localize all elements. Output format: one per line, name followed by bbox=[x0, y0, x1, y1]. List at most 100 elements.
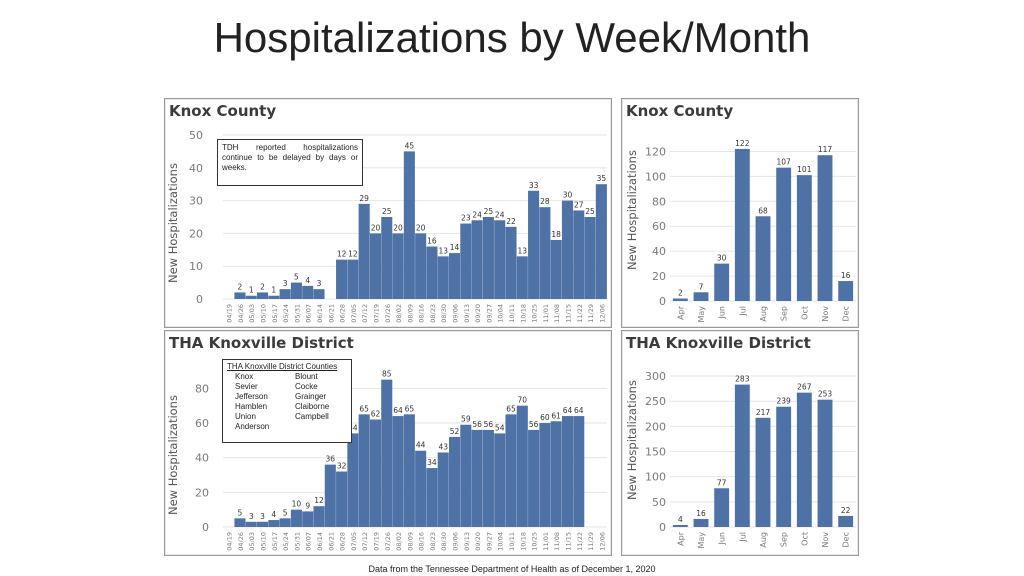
bar bbox=[817, 155, 833, 301]
county-item: Blount bbox=[295, 372, 318, 381]
y-tick-label: 20 bbox=[652, 270, 666, 283]
data-label: 70 bbox=[518, 396, 528, 405]
x-tick-label: 08/23 bbox=[429, 304, 437, 323]
data-label: 36 bbox=[326, 455, 336, 464]
counties-heading: THA Knoxville District Counties bbox=[227, 362, 338, 371]
x-tick-label: 09/06 bbox=[452, 532, 460, 551]
bar bbox=[245, 521, 257, 527]
x-tick-label: 09/13 bbox=[463, 532, 471, 551]
county-item: Campbell bbox=[295, 412, 329, 421]
data-label: 13 bbox=[518, 246, 528, 255]
x-tick-label: 06/14 bbox=[316, 304, 324, 323]
data-label: 253 bbox=[818, 390, 833, 399]
x-tick-label: 08/16 bbox=[418, 532, 426, 551]
data-label: 35 bbox=[597, 174, 607, 183]
x-tick-label: 06/21 bbox=[327, 304, 335, 323]
bar bbox=[358, 203, 370, 299]
data-label: 217 bbox=[756, 408, 771, 417]
data-label: 64 bbox=[393, 406, 403, 415]
data-label: 33 bbox=[529, 181, 539, 190]
x-tick-label: Nov bbox=[821, 306, 830, 322]
x-tick-label: Jun bbox=[718, 532, 727, 546]
x-tick-label: 07/26 bbox=[384, 532, 392, 551]
bar bbox=[460, 424, 472, 527]
data-label: 5 bbox=[283, 508, 288, 517]
y-tick-label: 50 bbox=[189, 129, 203, 142]
data-label: 64 bbox=[574, 406, 584, 415]
data-label: 23 bbox=[461, 214, 471, 223]
bar bbox=[516, 256, 528, 299]
bar bbox=[494, 220, 506, 299]
county-item: Union bbox=[235, 412, 256, 421]
y-tick-label: 80 bbox=[195, 382, 209, 395]
x-tick-label: 04/26 bbox=[237, 532, 245, 551]
tha-monthly-chart: 0 50 100 150 200 250 300 4 Apr 16 May 77 Jun 283 Jul 21… bbox=[645, 370, 856, 549]
x-tick-label: Jul bbox=[738, 306, 747, 317]
bar bbox=[268, 520, 280, 527]
data-label: 30 bbox=[563, 191, 573, 200]
data-label: 60 bbox=[540, 413, 550, 422]
x-tick-label: 10/25 bbox=[531, 532, 539, 551]
bar bbox=[471, 429, 483, 527]
data-label: 1 bbox=[249, 286, 254, 295]
y-tick-label: 80 bbox=[652, 195, 666, 208]
data-label: 77 bbox=[717, 478, 727, 487]
y-tick-label: 300 bbox=[645, 370, 666, 383]
data-label: 65 bbox=[506, 404, 516, 413]
x-tick-label: 06/28 bbox=[339, 304, 347, 323]
x-tick-label: 08/09 bbox=[406, 532, 414, 551]
data-label: 22 bbox=[506, 217, 516, 226]
x-tick-label: 05/10 bbox=[260, 304, 268, 323]
bar bbox=[381, 379, 393, 527]
x-tick-label: 06/28 bbox=[339, 532, 347, 551]
bar bbox=[234, 292, 246, 299]
bar bbox=[482, 217, 494, 299]
data-label: 5 bbox=[238, 508, 243, 517]
bar bbox=[482, 429, 494, 527]
knox-monthly-panel: Knox County New Hospitalizations 0 20 40 60… bbox=[621, 98, 859, 328]
data-label: 14 bbox=[450, 243, 460, 252]
bar bbox=[550, 421, 562, 527]
data-label: 64 bbox=[563, 406, 573, 415]
county-item: Cocke bbox=[295, 382, 318, 391]
data-label: 2 bbox=[260, 282, 265, 291]
bar bbox=[561, 416, 574, 527]
x-tick-label: 05/24 bbox=[282, 304, 290, 323]
page-title: Hospitalizations by Week/Month bbox=[213, 14, 811, 61]
bar bbox=[290, 509, 302, 527]
bar bbox=[672, 524, 688, 527]
y-tick-label: 100 bbox=[645, 170, 666, 183]
data-label: 1 bbox=[271, 286, 276, 295]
x-tick-label: 08/09 bbox=[406, 304, 414, 323]
bar bbox=[268, 295, 280, 299]
bar bbox=[573, 416, 585, 527]
data-label: 54 bbox=[495, 423, 505, 432]
data-label: 2 bbox=[238, 282, 243, 291]
bar bbox=[358, 414, 370, 527]
data-label: 4 bbox=[678, 515, 683, 524]
x-tick-label: 08/30 bbox=[440, 304, 448, 323]
y-tick-label: 150 bbox=[645, 446, 666, 459]
x-tick-label: Sep bbox=[780, 532, 789, 547]
bar bbox=[347, 259, 359, 299]
bar bbox=[448, 253, 461, 299]
counties-column-2: Blount Cocke Grainger Claiborne Campbell bbox=[287, 372, 347, 432]
x-tick-label: 09/06 bbox=[452, 304, 460, 323]
bar bbox=[403, 151, 415, 299]
data-label: 16 bbox=[427, 237, 437, 246]
county-item: Sevier bbox=[235, 382, 258, 391]
bar bbox=[381, 217, 393, 299]
x-tick-label: 07/19 bbox=[372, 304, 380, 323]
bar bbox=[573, 210, 585, 299]
x-tick-label: 04/19 bbox=[226, 304, 234, 323]
y-tick-label: 250 bbox=[645, 395, 666, 408]
bar bbox=[693, 518, 709, 527]
y-tick-label: 40 bbox=[189, 162, 203, 175]
data-label: 44 bbox=[416, 441, 426, 450]
x-tick-label: 04/19 bbox=[226, 532, 234, 551]
x-tick-label: Dec bbox=[842, 306, 851, 321]
knox-weekly-panel: Knox County New Hospitalizations 0 10 20 30… bbox=[164, 98, 612, 328]
x-tick-label: Jul bbox=[738, 532, 747, 543]
data-label: 85 bbox=[382, 370, 392, 379]
data-label: 32 bbox=[337, 462, 347, 471]
